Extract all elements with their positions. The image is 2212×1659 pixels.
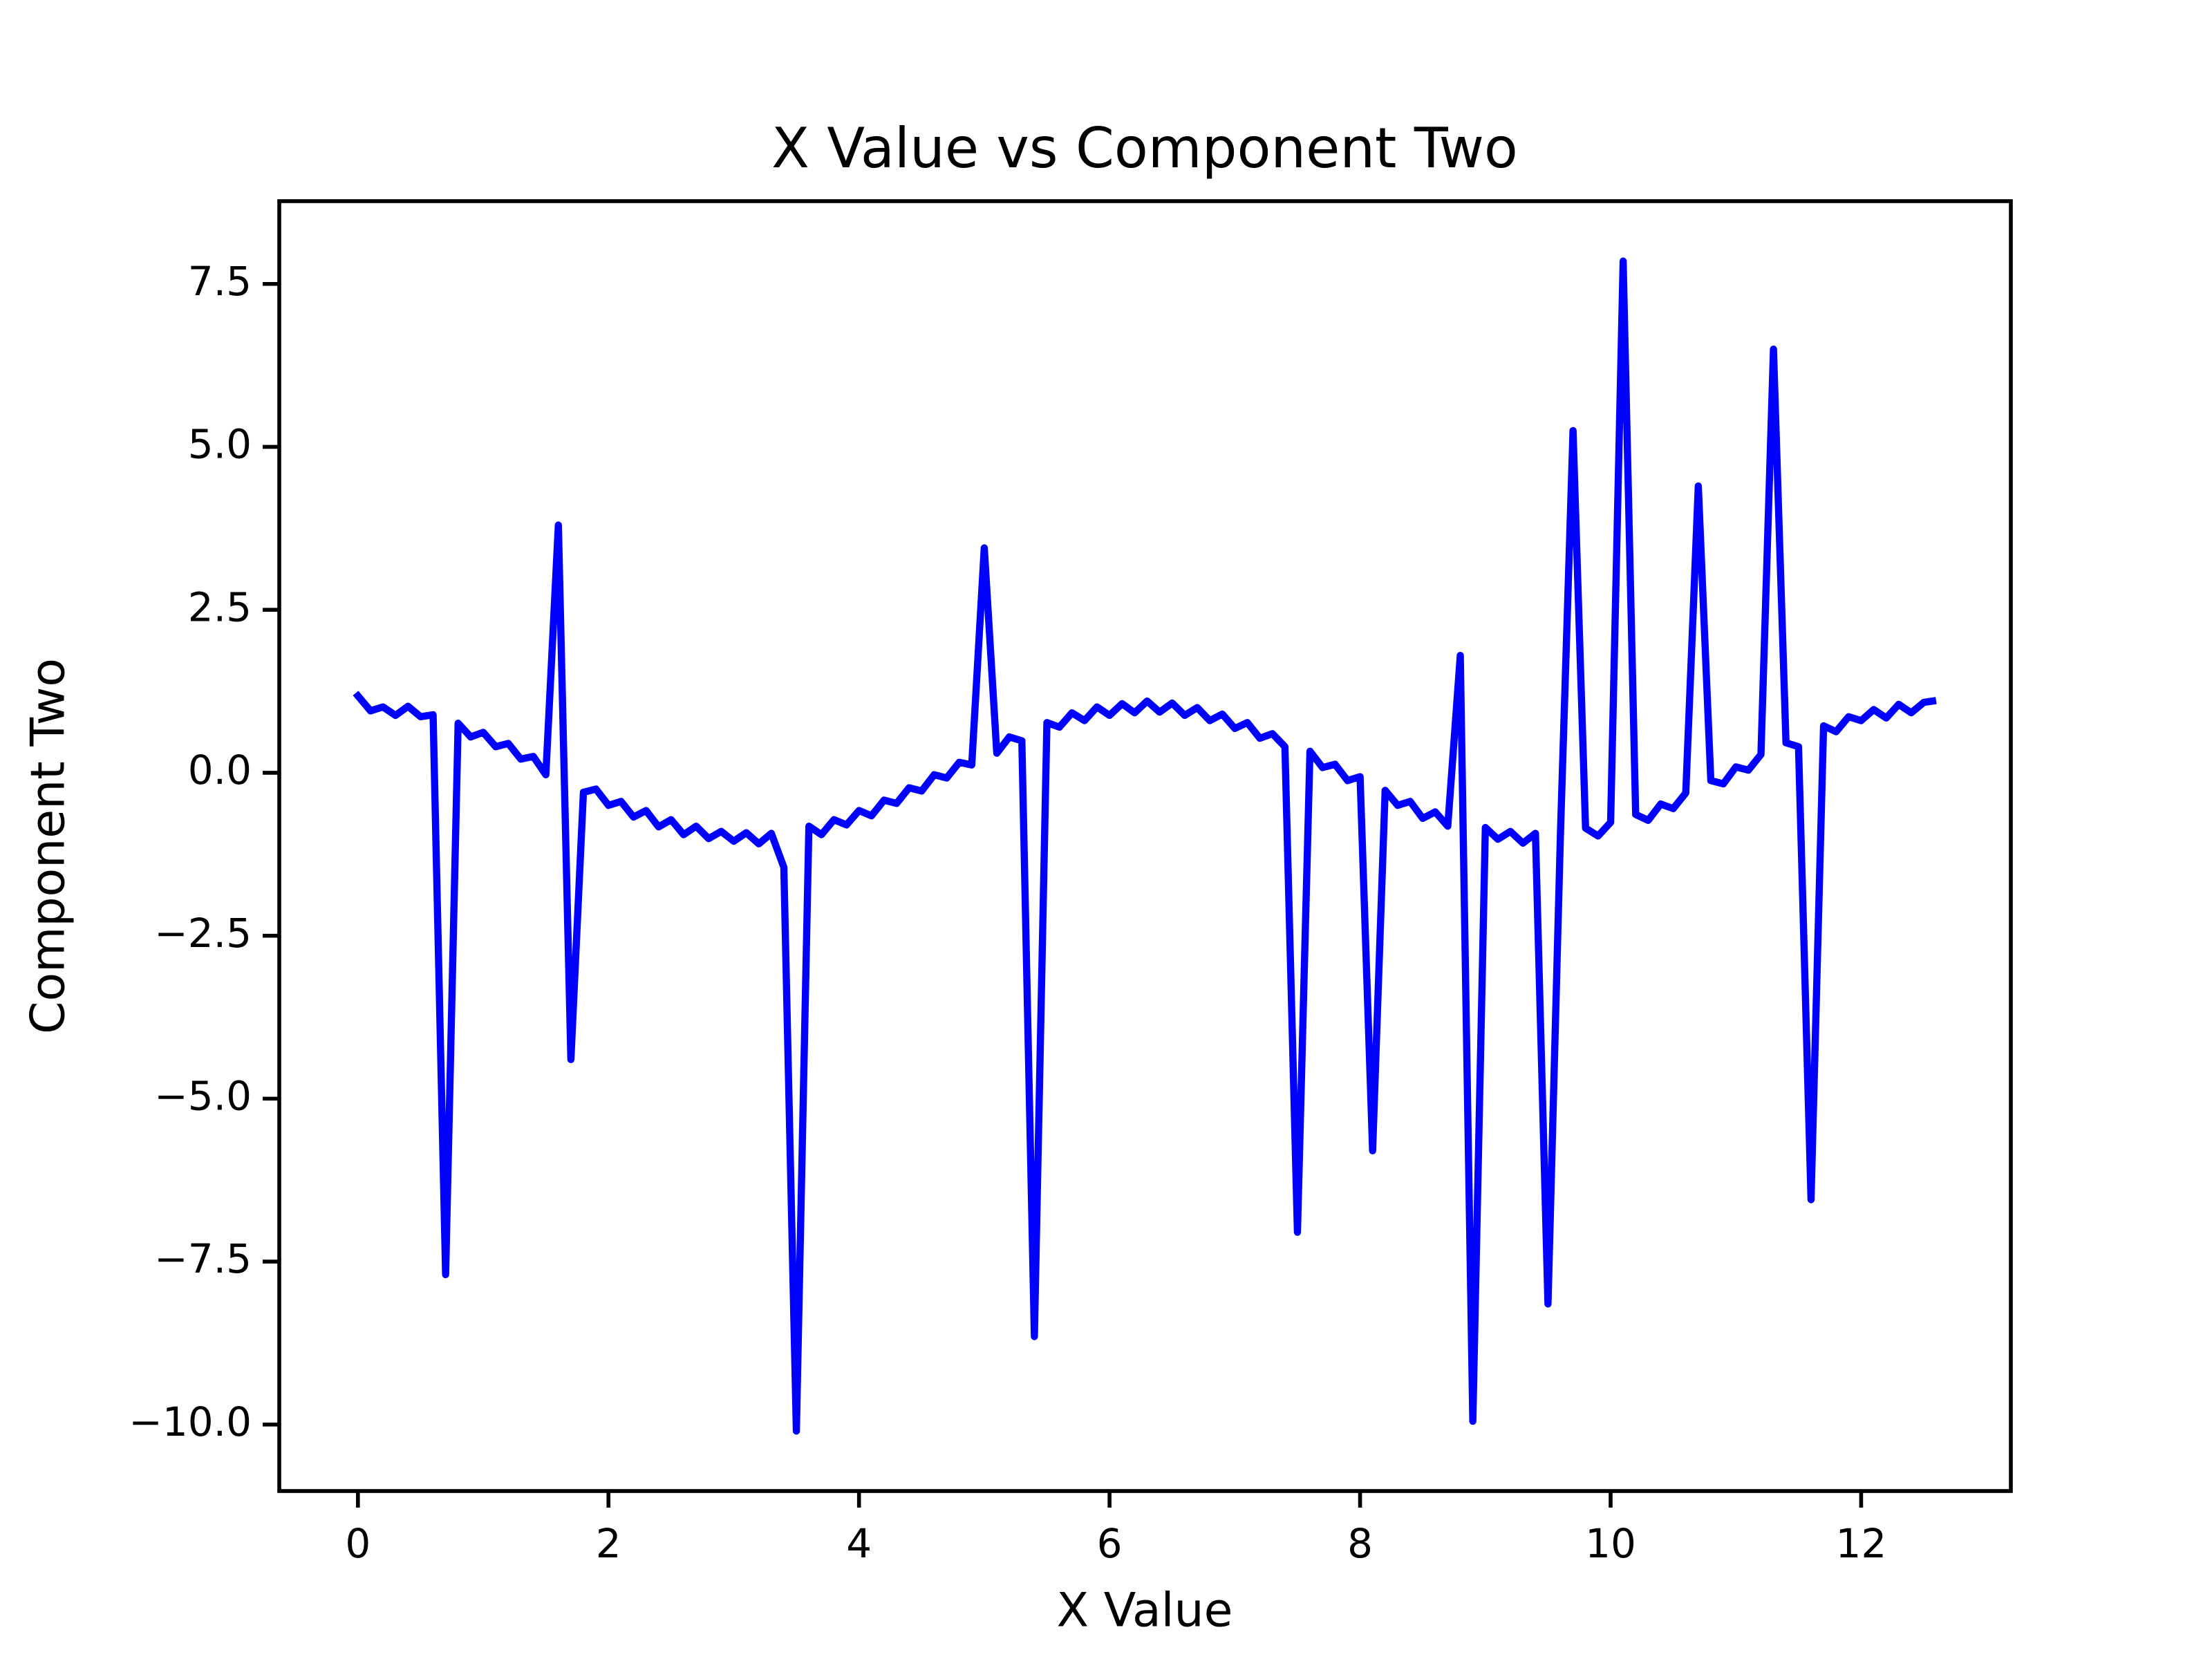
y-tick-label: −7.5	[154, 1235, 252, 1282]
y-tick-label: 2.5	[188, 583, 252, 630]
data-line	[353, 257, 1937, 1435]
chart-title: X Value vs Component Two	[771, 116, 1518, 180]
x-tick-label: 4	[846, 1520, 872, 1567]
x-tick-label: 8	[1347, 1520, 1373, 1567]
y-tick-label: −2.5	[154, 910, 252, 957]
x-axis-label: X Value	[1057, 1584, 1233, 1638]
x-tick-label: 0	[345, 1520, 371, 1567]
y-axis-label: Component Two	[21, 658, 76, 1034]
x-tick-label: 2	[596, 1520, 621, 1567]
plot-frame	[277, 199, 2013, 1493]
x-tick-label: 10	[1585, 1520, 1636, 1567]
x-tick-label: 12	[1836, 1520, 1887, 1567]
y-tick-label: −5.0	[154, 1072, 252, 1119]
x-tick-label: 6	[1097, 1520, 1123, 1567]
y-tick-label: 0.0	[188, 747, 252, 794]
y-tick-label: 7.5	[188, 258, 252, 305]
y-tick-label: 5.0	[188, 421, 252, 468]
y-tick-label: −10.0	[129, 1398, 252, 1445]
